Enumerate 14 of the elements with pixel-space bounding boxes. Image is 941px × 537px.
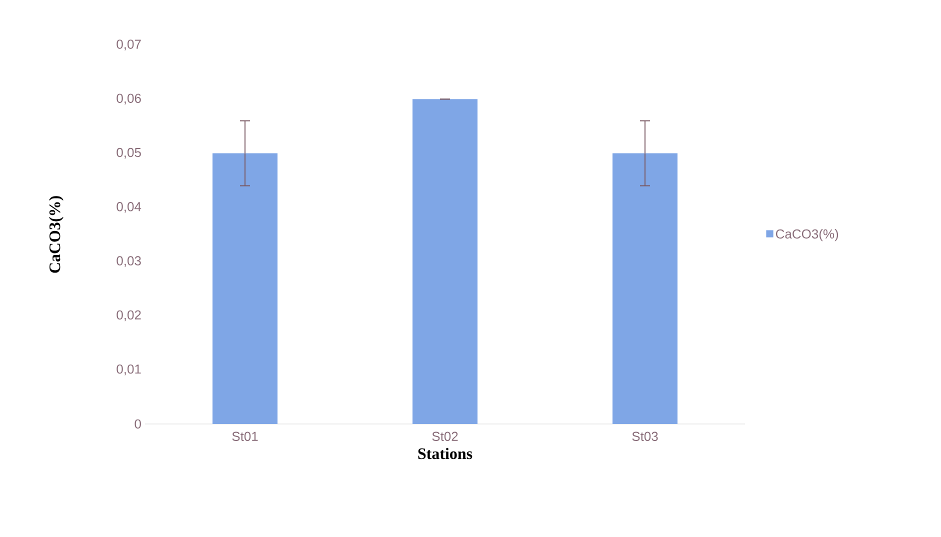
y-tick-label: 0,04	[116, 202, 142, 213]
y-tick-label: 0	[134, 419, 141, 429]
y-tick-label: 0,07	[116, 40, 141, 50]
y-tick-label: 0,02	[116, 310, 141, 322]
x-tick-label: St02	[432, 432, 458, 441]
y-tick-label: 0,06	[116, 94, 141, 104]
x-axis-title: Stations	[418, 448, 472, 460]
x-tick-label: St03	[632, 432, 658, 441]
y-tick-label: 0,05	[116, 148, 141, 159]
x-tick-label: St01	[232, 432, 258, 441]
y-tick-label: 0,03	[116, 256, 141, 267]
y-tick-label: 0,01	[116, 364, 141, 376]
y-axis-title: CaCO3(%)	[48, 196, 64, 273]
legend-label: CaCO3(%)	[776, 229, 838, 242]
